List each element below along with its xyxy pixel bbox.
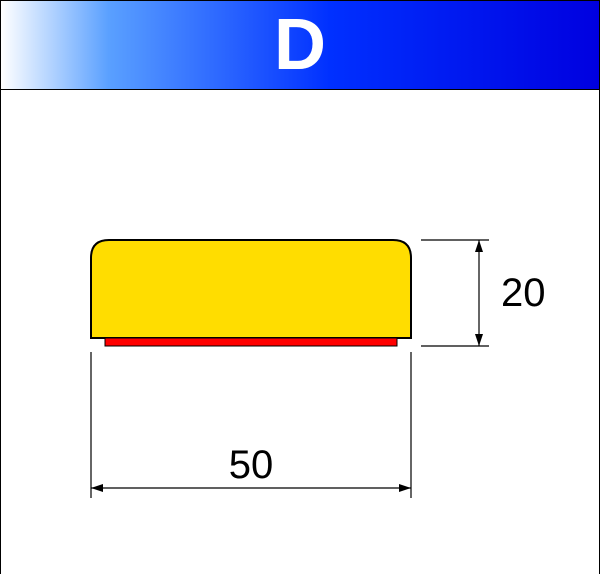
dimension-value-height: 20: [501, 271, 546, 315]
dimension-arrowhead: [475, 334, 483, 346]
technical-drawing: 2050: [1, 90, 599, 574]
adhesive-strip: [105, 338, 397, 346]
diagram-body: 2050: [1, 90, 599, 573]
header-bar: D: [1, 1, 599, 90]
diagram-frame: D 2050: [0, 0, 600, 574]
dimension-arrowhead: [475, 240, 483, 252]
profile-code-label: D: [274, 9, 326, 81]
dimension-arrowhead: [91, 484, 103, 492]
profile-shape: [91, 240, 411, 338]
dimension-value-width: 50: [229, 443, 274, 487]
dimension-arrowhead: [399, 484, 411, 492]
